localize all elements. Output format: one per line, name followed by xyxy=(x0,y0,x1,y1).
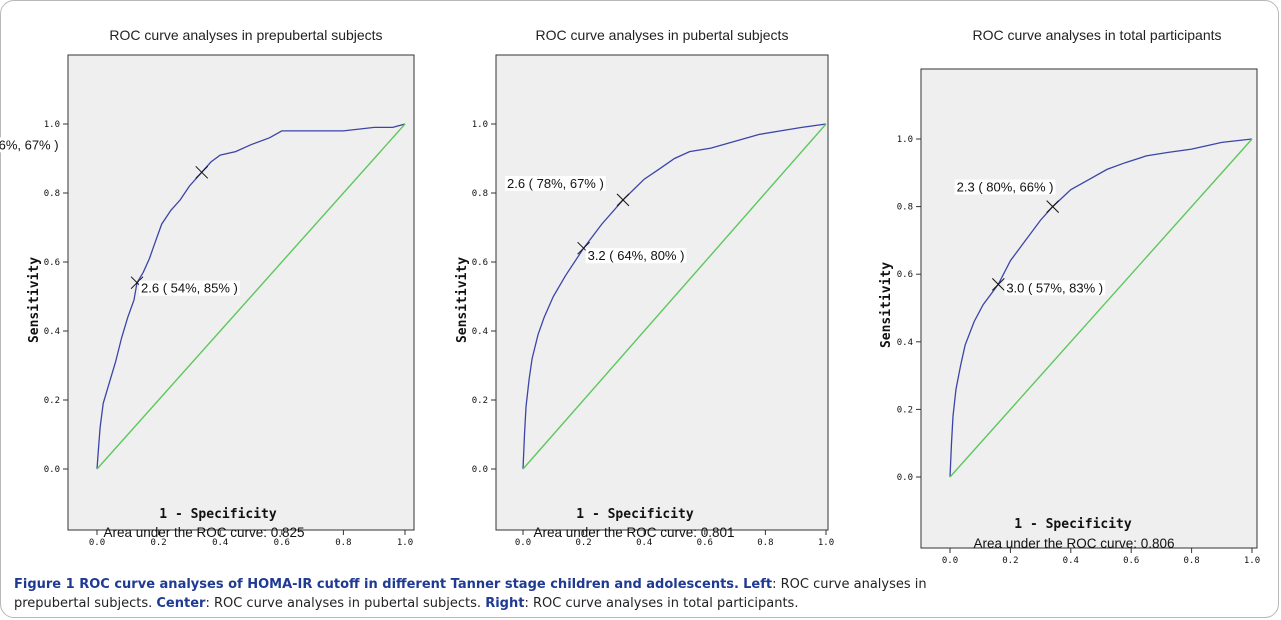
caption-left-text: : ROC curve analyses in xyxy=(772,577,927,592)
figure-caption: Figure 1 ROC curve analyses of HOMA-IR c… xyxy=(14,575,1264,613)
y-tick-label: 1.0 xyxy=(44,120,60,130)
x-tick-label: 0.6 xyxy=(697,538,713,548)
cutoff-marker xyxy=(1046,200,1060,213)
x-tick-label: 0.8 xyxy=(1183,556,1199,566)
roc-curve-line xyxy=(949,138,1253,478)
annotation-background xyxy=(1004,280,1106,296)
y-tick-label: 0.8 xyxy=(897,203,913,213)
cutoff-marker xyxy=(991,277,1005,291)
y-tick-label: 0.6 xyxy=(472,258,488,268)
cutoff-marker xyxy=(195,165,209,179)
caption-right-label: Right xyxy=(485,596,525,611)
x-tick-label: 0.8 xyxy=(335,538,351,548)
annotation-background xyxy=(139,280,240,296)
x-tick-label: 0.2 xyxy=(575,538,591,548)
chart-title: ROC curve analyses in prepubertal subjec… xyxy=(109,27,382,43)
reference-diagonal-line xyxy=(96,123,406,470)
x-axis-label: 1 - Specificity xyxy=(159,507,277,522)
roc-panel-1: ROC curve analyses in prepubertal subjec… xyxy=(0,27,415,548)
chart-title: ROC curve analyses in total participants xyxy=(973,27,1222,43)
plot-area xyxy=(67,54,415,531)
annotation-background xyxy=(585,248,687,264)
reference-diagonal-line xyxy=(522,123,827,470)
cutoff-annotation: 3.0 ( 57%, 83% ) xyxy=(1006,280,1103,295)
roc-panel-2: ROC curve analyses in pubertal subjects 0… xyxy=(455,27,834,548)
caption-center-label: Center xyxy=(156,596,206,611)
y-axis-label: Sensitivity xyxy=(27,257,42,343)
caption-lead: Figure 1 ROC curve analyses of HOMA-IR c… xyxy=(14,577,739,592)
x-axis-label: 1 - Specificity xyxy=(1014,517,1132,532)
auc-label: Area under the ROC curve: 0.825 xyxy=(103,525,304,540)
y-tick-label: 0.6 xyxy=(897,270,913,280)
annotation-background xyxy=(504,175,606,191)
y-tick-label: 1.0 xyxy=(472,120,488,130)
y-tick-label: 0.8 xyxy=(44,189,60,199)
x-tick-label: 0.0 xyxy=(942,556,958,566)
caption-right-text: : ROC curve analyses in total participan… xyxy=(524,596,799,611)
caption-left-text-2: prepubertal subjects. xyxy=(14,596,153,611)
y-tick-label: 0.2 xyxy=(897,405,913,415)
y-tick-label: 0.6 xyxy=(44,258,60,268)
y-tick-label: 0.4 xyxy=(44,327,60,337)
y-axis-label: Sensitivity xyxy=(455,257,470,343)
y-axis-label: Sensitivity xyxy=(879,262,894,348)
plot-area xyxy=(495,54,829,531)
y-tick-label: 0.4 xyxy=(897,338,913,348)
y-tick-label: 0.0 xyxy=(44,465,60,475)
chart-title: ROC curve analyses in pubertal subjects xyxy=(536,27,789,43)
cutoff-annotation: 3.2 ( 64%, 80% ) xyxy=(588,248,685,263)
y-tick-label: 1.0 xyxy=(897,135,913,145)
x-tick-label: 0.8 xyxy=(757,538,773,548)
x-tick-label: 0.4 xyxy=(1063,556,1079,566)
cutoff-annotation: 2.6 ( 54%, 85% ) xyxy=(141,281,238,296)
y-tick-label: 0.2 xyxy=(472,396,488,406)
x-tick-label: 1.0 xyxy=(397,538,413,548)
roc-curve-line xyxy=(96,123,406,470)
x-axis-label: 1 - Specificity xyxy=(576,507,694,522)
roc-curve-line xyxy=(522,123,827,470)
x-tick-label: 0.0 xyxy=(89,538,105,548)
caption-left-label: Left xyxy=(743,577,773,592)
annotation-background xyxy=(954,179,1056,195)
y-tick-label: 0.8 xyxy=(472,189,488,199)
reference-diagonal-line xyxy=(949,138,1253,478)
x-tick-label: 0.0 xyxy=(515,538,531,548)
cutoff-marker xyxy=(616,193,630,207)
x-tick-label: 0.6 xyxy=(274,538,290,548)
caption-center-text: : ROC curve analyses in pubertal subject… xyxy=(205,596,482,611)
y-tick-label: 0.0 xyxy=(897,473,913,483)
plot-area xyxy=(920,68,1258,549)
x-tick-label: 1.0 xyxy=(1244,556,1260,566)
x-tick-label: 0.2 xyxy=(1002,556,1018,566)
auc-label: Area under the ROC curve: 0.801 xyxy=(533,525,734,540)
y-tick-label: 0.2 xyxy=(44,396,60,406)
roc-panel-3: ROC curve analyses in total participants… xyxy=(879,27,1260,566)
y-tick-label: 0.4 xyxy=(472,327,488,337)
cutoff-annotation: 2.6 ( 78%, 67% ) xyxy=(507,176,604,191)
auc-label: Area under the ROC curve: 0.806 xyxy=(973,536,1174,551)
x-tick-label: 0.4 xyxy=(212,538,228,548)
cutoff-annotation: 2.3 ( 80%, 66% ) xyxy=(957,180,1054,195)
x-tick-label: 0.4 xyxy=(636,538,652,548)
x-tick-label: 1.0 xyxy=(818,538,834,548)
x-tick-label: 0.2 xyxy=(150,538,166,548)
x-tick-label: 0.6 xyxy=(1123,556,1139,566)
cutoff-annotation: 1.7 ( 86%, 67% ) xyxy=(0,137,59,152)
y-tick-label: 0.0 xyxy=(472,465,488,475)
figure-panels: ROC curve analyses in prepubertal subjec… xyxy=(0,27,1260,566)
annotation-background xyxy=(0,137,61,153)
